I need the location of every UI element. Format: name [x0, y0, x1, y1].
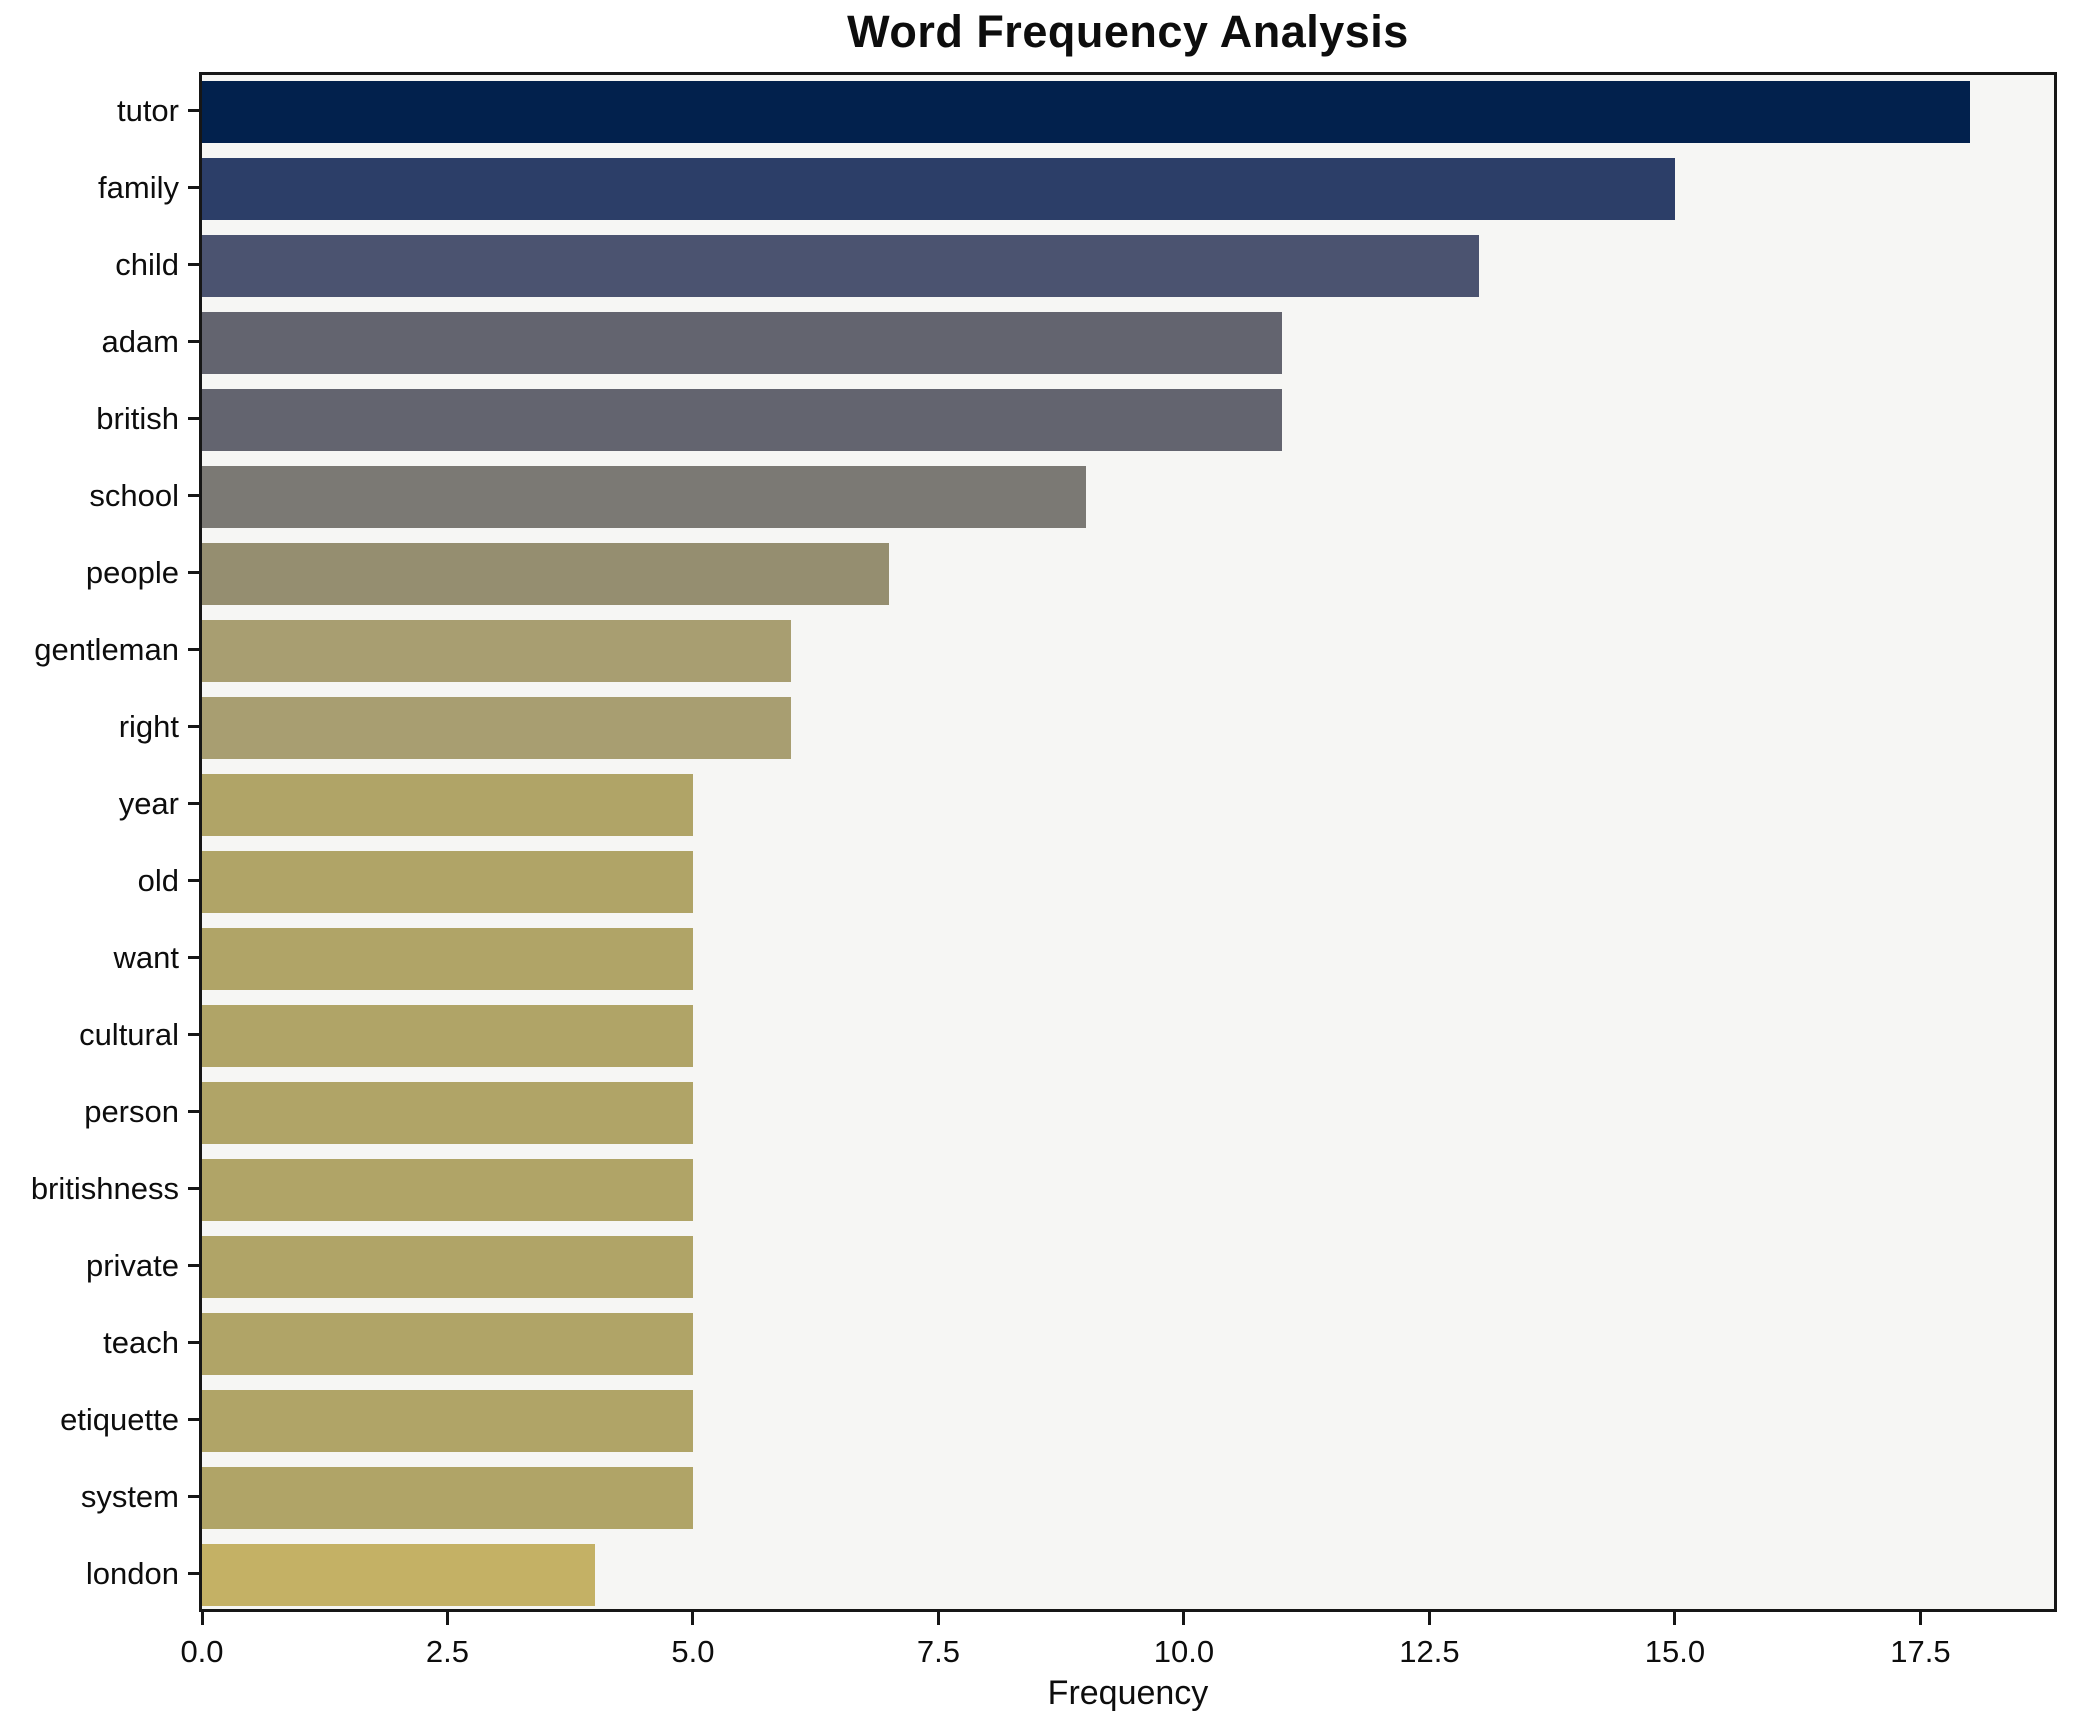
y-tick-label-britishness: britishness: [30, 1170, 179, 1206]
y-tick-label-gentleman: gentleman: [34, 631, 179, 667]
x-tick-label: 0.0: [180, 1634, 224, 1669]
y-tick-label-private: private: [85, 1247, 179, 1283]
plot-area: [199, 72, 2057, 1612]
bar-london: [202, 1543, 595, 1606]
x-tick-label: 12.5: [1399, 1634, 1460, 1669]
x-tick-label: 10.0: [1153, 1634, 1215, 1669]
y-tick-label-etiquette: etiquette: [60, 1401, 179, 1437]
y-tick-label-adam: adam: [101, 323, 179, 359]
bar-private: [202, 1235, 693, 1298]
y-tick-label-child: child: [115, 246, 179, 282]
bar-right: [202, 696, 792, 759]
bar-britishness: [202, 1158, 693, 1221]
y-tick-label-school: school: [89, 477, 179, 513]
bar-old: [202, 850, 693, 913]
x-tick-mark: [936, 1612, 940, 1625]
bar-adam: [202, 311, 1283, 374]
y-tick-mark: [188, 1187, 199, 1190]
x-tick-label: 2.5: [425, 1634, 470, 1669]
y-tick-mark: [188, 1495, 199, 1498]
bar-child: [202, 234, 1479, 297]
y-tick-label-person: person: [84, 1093, 179, 1129]
x-tick-mark: [1673, 1612, 1677, 1625]
x-tick-label: 15.0: [1644, 1634, 1706, 1669]
y-tick-label-cultural: cultural: [79, 1016, 179, 1052]
y-tick-mark: [188, 1418, 199, 1421]
y-tick-mark: [188, 109, 199, 112]
y-tick-mark: [188, 802, 199, 805]
bar-british: [202, 388, 1283, 451]
bar-want: [202, 927, 693, 990]
x-tick-label: 17.5: [1890, 1634, 1951, 1669]
x-tick-label: 5.0: [671, 1634, 715, 1669]
y-tick-mark: [188, 571, 199, 574]
bar-system: [202, 1466, 693, 1529]
y-tick-mark: [188, 725, 199, 728]
y-tick-mark: [188, 263, 199, 266]
y-tick-label-tutor: tutor: [116, 92, 179, 128]
bar-etiquette: [202, 1389, 693, 1452]
chart-title: Word Frequency Analysis: [847, 6, 1409, 57]
x-tick-mark: [1427, 1612, 1431, 1625]
x-axis-title: Frequency: [1047, 1674, 1209, 1712]
bar-year: [202, 773, 693, 836]
bar-school: [202, 465, 1086, 528]
y-tick-label-right: right: [118, 708, 179, 744]
bar-cultural: [202, 1004, 693, 1067]
x-tick-mark: [691, 1612, 695, 1625]
bar-tutor: [202, 80, 1970, 143]
y-tick-mark: [188, 417, 199, 420]
x-tick-mark: [1182, 1612, 1186, 1625]
y-tick-label-system: system: [80, 1478, 179, 1514]
y-tick-mark: [188, 956, 199, 959]
bar-gentleman: [202, 619, 792, 682]
y-tick-mark: [188, 879, 199, 882]
y-tick-mark: [188, 494, 199, 497]
bar-person: [202, 1081, 693, 1144]
y-tick-label-old: old: [137, 862, 179, 898]
y-tick-mark: [188, 1572, 199, 1575]
y-tick-mark: [188, 340, 199, 343]
y-tick-mark: [188, 648, 199, 651]
bar-people: [202, 542, 890, 605]
y-tick-label-want: want: [113, 939, 179, 975]
y-tick-mark: [188, 1264, 199, 1267]
y-tick-mark: [188, 186, 199, 189]
y-tick-mark: [188, 1033, 199, 1036]
y-tick-label-family: family: [98, 169, 179, 205]
y-tick-label-people: people: [85, 554, 179, 590]
y-tick-label-london: london: [85, 1555, 179, 1591]
y-tick-label-year: year: [118, 785, 179, 821]
x-tick-mark: [445, 1612, 449, 1625]
bar-teach: [202, 1312, 693, 1375]
y-tick-label-british: british: [96, 400, 179, 436]
y-tick-mark: [188, 1341, 199, 1344]
bar-family: [202, 157, 1675, 220]
x-tick-mark: [200, 1612, 204, 1625]
x-tick-mark: [1918, 1612, 1922, 1625]
y-tick-label-teach: teach: [103, 1324, 179, 1360]
x-tick-label: 7.5: [916, 1634, 961, 1669]
y-tick-mark: [188, 1110, 199, 1113]
